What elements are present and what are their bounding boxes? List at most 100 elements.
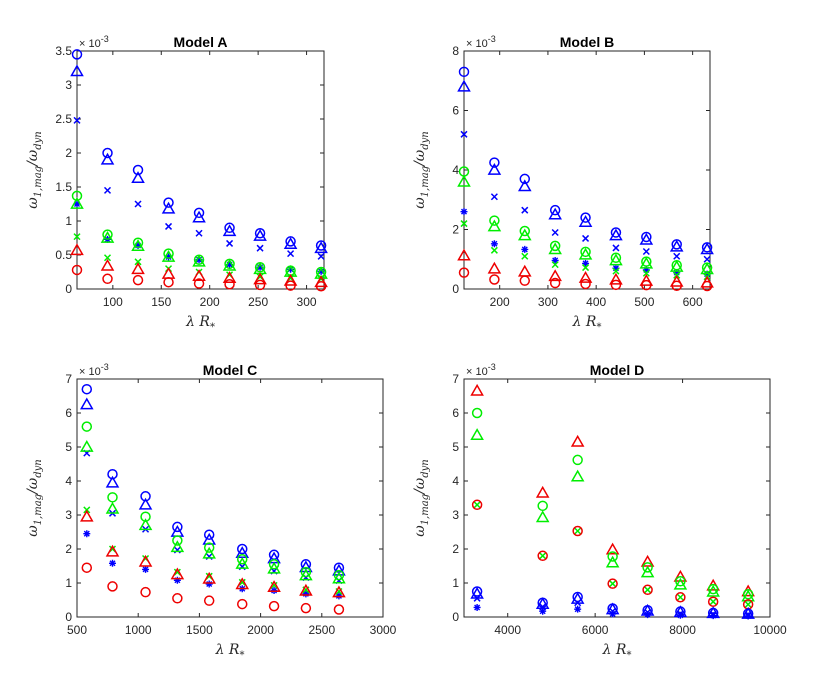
data-point-green-cross	[521, 252, 529, 260]
data-point-blue-circle	[81, 383, 93, 395]
data-point-red-circle	[333, 604, 345, 615]
y-tick-label: 2	[65, 146, 72, 160]
data-point-blue-star	[609, 610, 617, 618]
x-tick-label: 2000	[247, 623, 274, 637]
data-point-blue-cross	[134, 200, 142, 208]
x-tick-label: 600	[683, 295, 703, 309]
data-point-green-cross	[642, 269, 650, 277]
data-point-red-triangle	[202, 571, 216, 584]
y-tick-label: 5	[452, 440, 459, 454]
data-point-green-cross	[609, 580, 617, 588]
data-point-blue-circle	[315, 240, 327, 251]
series-green-circle	[471, 407, 754, 600]
data-point-green-cross	[709, 598, 717, 606]
data-point-blue-triangle	[222, 224, 237, 237]
data-point-blue-cross	[490, 193, 498, 201]
y-tick-label: 7	[452, 372, 459, 386]
y-tick-label: 4	[452, 163, 459, 177]
data-point-blue-cross	[703, 255, 711, 263]
data-point-green-triangle	[706, 584, 720, 597]
data-point-blue-triangle	[700, 242, 714, 255]
y-axis-label: ω1,mag/ωdyn	[412, 131, 431, 208]
data-point-blue-circle	[71, 49, 83, 60]
series-red-circle	[458, 267, 713, 292]
data-point-green-cross	[73, 233, 81, 241]
data-point-blue-cross	[582, 234, 590, 242]
multiplier-base: × 10	[466, 38, 488, 50]
data-point-blue-star	[226, 261, 234, 269]
y-tick-label: 0	[65, 610, 72, 624]
data-point-blue-star	[173, 576, 181, 584]
y-label-sub1: 1,mag	[33, 166, 44, 197]
data-point-green-triangle	[235, 556, 250, 569]
panel-title: Model B	[560, 34, 614, 50]
y-tick-label: 4	[65, 474, 72, 488]
data-point-blue-star	[539, 607, 547, 615]
series-red-triangle	[470, 383, 755, 597]
panel-title: Model C	[203, 362, 257, 378]
data-point-green-triangle	[70, 196, 84, 209]
data-point-red-triangle	[131, 262, 145, 275]
data-point-green-triangle	[700, 262, 714, 275]
data-point-blue-circle	[285, 236, 296, 247]
data-point-blue-star	[574, 605, 582, 613]
data-point-red-triangle	[70, 243, 84, 256]
data-point-green-cross	[551, 261, 559, 269]
data-point-red-circle	[285, 280, 296, 291]
data-point-blue-triangle	[283, 237, 298, 249]
y-label-main: ω	[25, 197, 41, 209]
data-point-red-circle	[458, 267, 470, 278]
data-point-blue-cross	[612, 244, 620, 252]
data-point-red-triangle	[570, 434, 585, 447]
data-point-blue-cross	[521, 206, 529, 214]
data-point-green-cross	[574, 527, 582, 535]
data-point-green-circle	[236, 553, 248, 565]
data-point-blue-star	[709, 612, 717, 620]
y-tick-label: 0	[65, 282, 72, 296]
y-tick-label: 3	[65, 508, 72, 522]
data-point-blue-triangle	[457, 79, 471, 92]
y-tick-label: 6	[452, 406, 459, 420]
data-point-blue-circle	[236, 543, 248, 555]
data-point-blue-circle	[132, 164, 144, 176]
x-tick-label: 6000	[582, 623, 609, 637]
data-point-red-triangle	[578, 270, 593, 283]
data-point-blue-circle	[172, 521, 183, 533]
series-red-triangle	[79, 509, 346, 598]
data-point-red-triangle	[299, 583, 313, 596]
data-point-green-circle	[471, 407, 483, 419]
y-multiplier: × 10-3	[466, 34, 496, 50]
series-green-triangle	[79, 439, 346, 584]
data-point-red-circle	[107, 581, 118, 592]
x-tick-label: 200	[200, 295, 220, 309]
data-point-blue-triangle	[100, 152, 115, 165]
data-point-green-cross	[460, 220, 468, 228]
data-point-blue-cross	[574, 599, 582, 607]
x-tick-label: 150	[151, 295, 171, 309]
data-point-green-triangle	[548, 242, 562, 255]
data-point-green-cross	[134, 258, 142, 266]
data-point-red-circle	[471, 499, 483, 511]
data-point-red-circle	[489, 274, 500, 285]
data-point-red-triangle	[192, 269, 206, 281]
y-label-sub2: dyn	[33, 459, 44, 478]
data-point-green-triangle	[79, 439, 94, 452]
data-point-green-circle	[549, 240, 561, 252]
data-point-green-triangle	[741, 589, 755, 602]
data-point-red-circle	[610, 279, 622, 291]
y-label-sub1: 1,mag	[420, 166, 431, 197]
data-point-red-triangle	[535, 485, 550, 498]
y-label-mid: /ω	[412, 477, 428, 496]
data-point-green-circle	[580, 246, 591, 258]
data-point-red-circle	[203, 595, 215, 606]
series-blue-cross	[460, 130, 711, 263]
data-point-red-circle	[641, 279, 652, 291]
data-point-red-triangle	[267, 580, 281, 592]
multiplier-exponent: -3	[101, 362, 109, 372]
data-point-green-triangle	[202, 546, 216, 559]
data-point-green-triangle	[517, 228, 532, 241]
y-tick-label: 0	[452, 610, 459, 624]
data-point-green-cross	[490, 246, 498, 254]
data-point-red-triangle	[222, 271, 237, 283]
